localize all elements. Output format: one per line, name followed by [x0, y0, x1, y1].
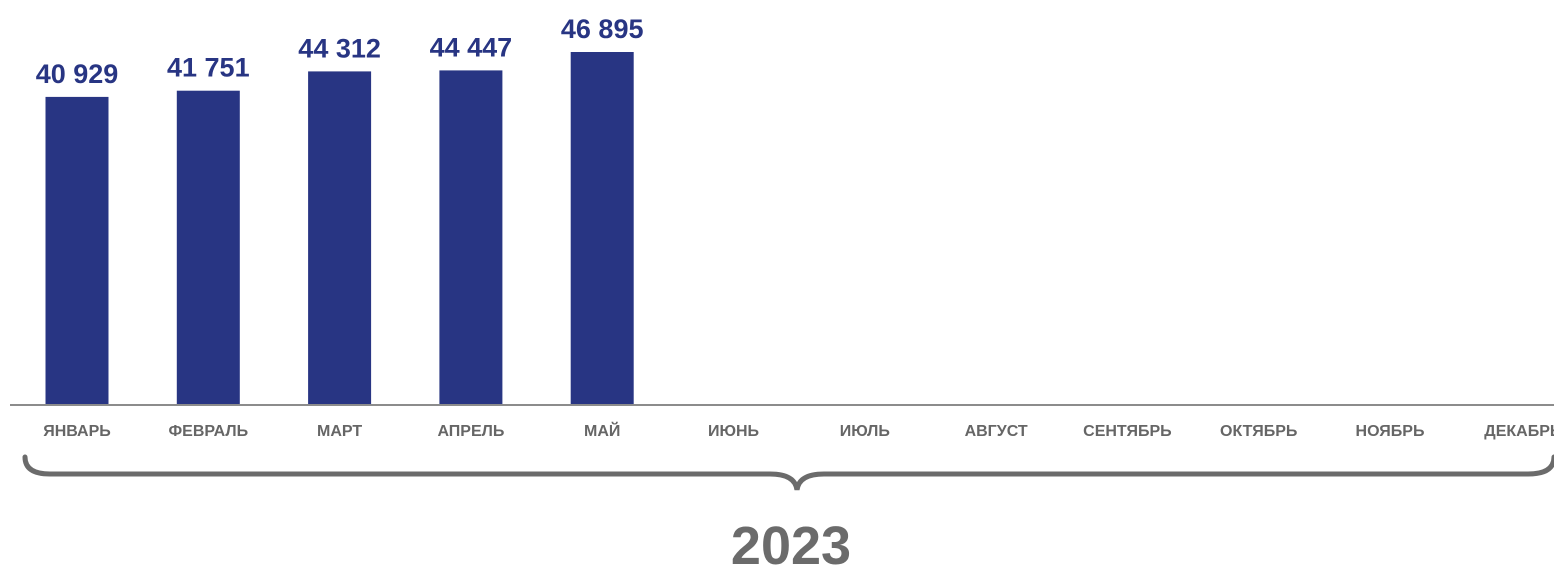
category-label: ФЕВРАЛЬ	[168, 423, 248, 440]
bar-value-label: 44 312	[298, 33, 381, 63]
category-label: ОКТЯБРЬ	[1220, 423, 1297, 440]
bar-2	[176, 90, 240, 405]
category-labels-layer: ЯНВАРЬ ФЕВРАЛЬ МАРТ АПРЕЛЬ МАЙ ИЮНЬ ИЮЛЬ АВГУСТ…	[43, 421, 1554, 440]
bar-4	[439, 70, 503, 406]
category-label: МАРТ	[317, 423, 362, 440]
category-label: НОЯБРЬ	[1356, 423, 1425, 440]
category-label: СЕНТЯБРЬ	[1083, 423, 1172, 440]
year-brace	[22, 454, 1554, 491]
category-label: ИЮНЬ	[708, 423, 759, 440]
value-labels-layer: 40 929 41 751 44 312 44 447 46 895	[36, 14, 644, 89]
category-label: ИЮЛЬ	[840, 423, 890, 440]
bar-5	[570, 52, 634, 405]
bars-layer	[45, 52, 634, 406]
bar-value-label: 41 751	[167, 53, 250, 83]
bar-1	[45, 96, 109, 406]
bar-3	[308, 71, 372, 406]
year-label: 2023	[731, 516, 851, 566]
category-label: АПРЕЛЬ	[437, 423, 504, 440]
category-label: АВГУСТ	[965, 423, 1028, 440]
category-label: МАЙ	[584, 421, 620, 440]
bar-value-label: 46 895	[561, 14, 644, 44]
bar-value-label: 44 447	[430, 32, 513, 62]
bar-value-label: 40 929	[36, 59, 119, 89]
category-label: ДЕКАБРЬ	[1484, 423, 1554, 440]
category-label: ЯНВАРЬ	[43, 423, 111, 440]
